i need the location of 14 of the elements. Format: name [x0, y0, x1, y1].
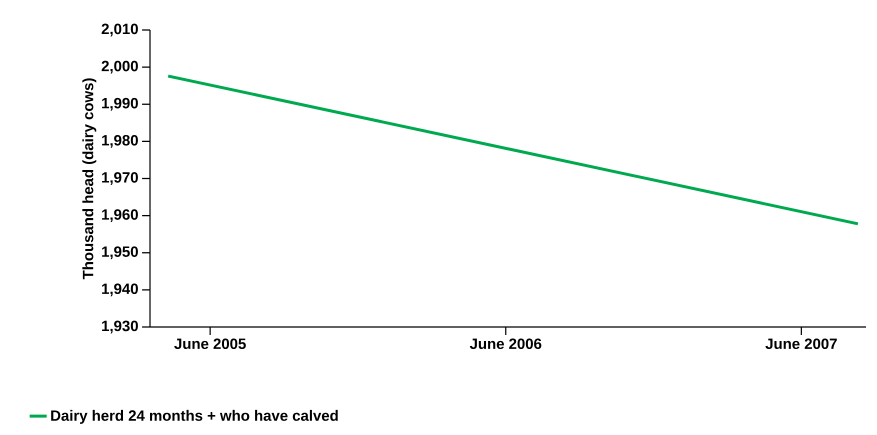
y-tick-label: 1,970 — [102, 172, 138, 185]
y-tick-label: 1,960 — [102, 209, 138, 222]
y-axis-title: Thousand head (dairy cows) — [82, 78, 96, 280]
x-tick-label: June 2007 — [765, 338, 837, 350]
legend-label: Dairy herd 24 months + who have calved — [51, 410, 338, 424]
y-tick-label: 1,950 — [102, 246, 138, 260]
y-tick-label: 1,990 — [102, 98, 138, 111]
y-tick-label: 1,930 — [102, 320, 138, 334]
y-tick-label: 1,980 — [102, 134, 138, 148]
y-tick-label: 2,010 — [102, 24, 138, 36]
y-tick-label: 1,940 — [102, 283, 138, 296]
x-tick-label: June 2006 — [470, 338, 542, 350]
y-tick-label: 2,000 — [102, 60, 138, 74]
x-tick-label: June 2005 — [174, 338, 246, 350]
